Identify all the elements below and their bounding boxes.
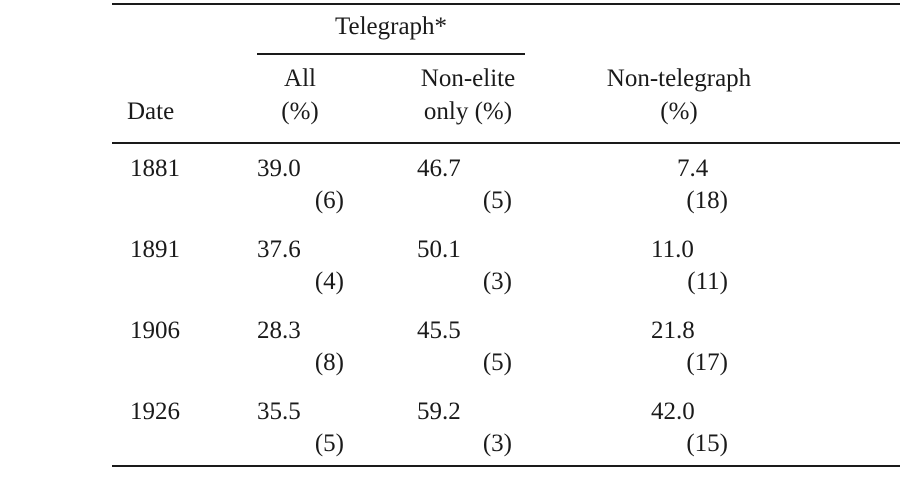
table-bottom-rule [112,465,900,467]
cell-nonelite-count: (5) [482,349,512,376]
cell-all-percent: 37.6 [257,236,301,263]
cell-nontelegraph-count: (17) [686,349,728,376]
cell-nonelite-count: (5) [482,187,512,214]
cell-nonelite-count: (3) [482,268,512,295]
cell-nonelite-percent: 50.1 [417,236,461,263]
cell-nontelegraph-count: (11) [687,268,728,295]
cell-all-count: (8) [314,349,344,376]
table-row: 1906 28.3 (8) 45.5 (5) 21.8 (17) [0,316,900,396]
cell-all-percent: 35.5 [257,398,301,425]
cell-all-percent: 39.0 [257,155,301,182]
cell-nontelegraph-count: (15) [686,430,728,457]
cell-nontelegraph-count: (18) [686,187,728,214]
header-date: Date [127,98,175,125]
table-row: 1891 37.6 (4) 50.1 (3) 11.0 (11) [0,235,900,315]
cell-date: 1891 [130,236,180,263]
cell-nontelegraph-percent: 42.0 [651,398,695,425]
cell-nonelite-percent: 59.2 [417,398,461,425]
header-nonelite-line1: Non-elite [420,65,516,92]
telegraph-group-rule [257,53,525,55]
cell-nontelegraph-percent: 21.8 [651,317,695,344]
table-top-rule [112,3,900,5]
cell-date: 1926 [130,398,180,425]
cell-nontelegraph-percent: 11.0 [651,236,694,263]
cell-all-percent: 28.3 [257,317,301,344]
cell-all-count: (4) [314,268,344,295]
table-row: 1926 35.5 (5) 59.2 (3) 42.0 (15) [0,397,900,477]
header-nontelegraph-line1: Non-telegraph [606,65,752,92]
table-row: 1881 39.0 (6) 46.7 (5) 7.4 (18) [0,154,900,234]
cell-nonelite-percent: 46.7 [417,155,461,182]
cell-all-count: (5) [314,430,344,457]
cell-nontelegraph-percent: 7.4 [677,155,709,182]
cell-nonelite-percent: 45.5 [417,317,461,344]
cell-date: 1881 [130,155,180,182]
header-all-line2: (%) [281,98,319,125]
header-nontelegraph-line2: (%) [660,98,698,125]
cell-nonelite-count: (3) [482,430,512,457]
header-bottom-rule [112,142,900,144]
header-all-line1: All [284,65,316,92]
header-telegraph-group: Telegraph* [334,13,448,40]
header-nonelite-line2: only (%) [423,98,513,125]
cell-date: 1906 [130,317,180,344]
cell-all-count: (6) [314,187,344,214]
